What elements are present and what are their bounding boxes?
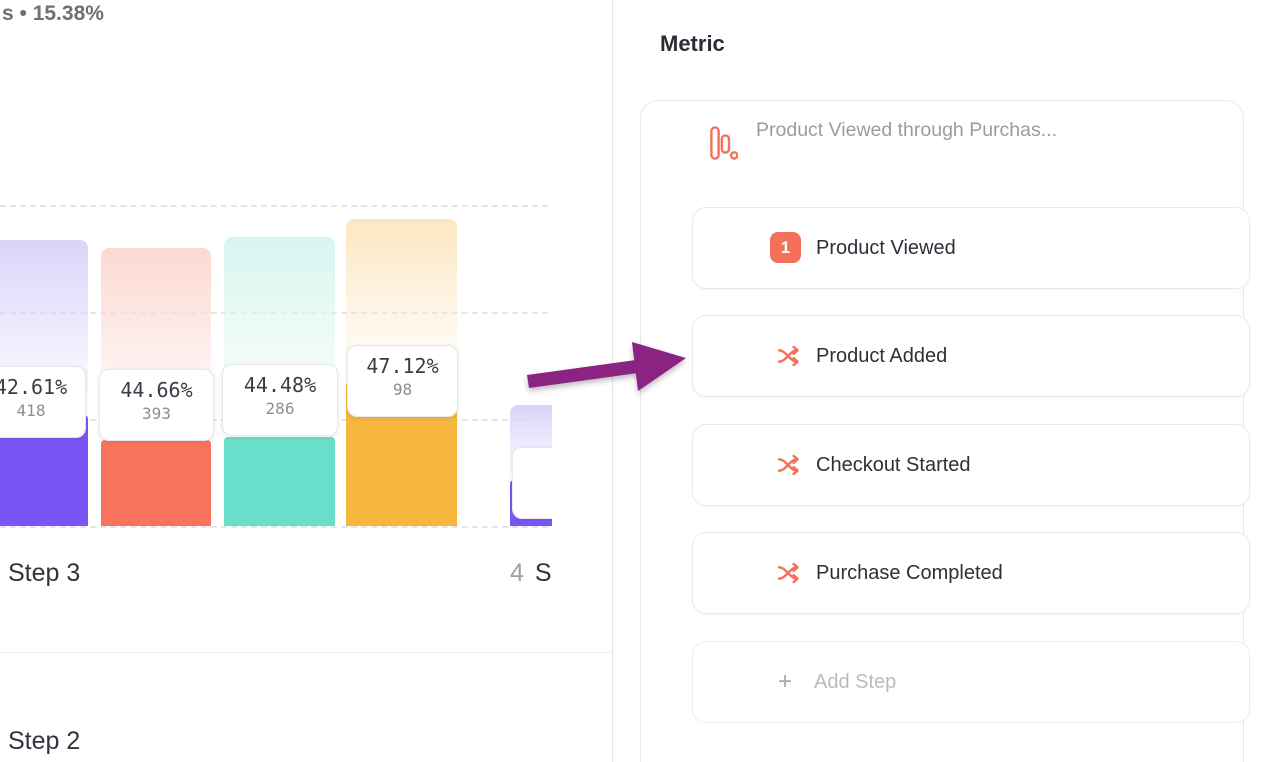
section-divider xyxy=(0,652,613,653)
bar-value-box: 37 xyxy=(512,447,552,519)
shuffle-icon xyxy=(777,345,799,367)
step-label: Purchase Completed xyxy=(816,561,1003,584)
conversion-count: 393 xyxy=(142,404,171,423)
step-card-product-added[interactable]: Product Added xyxy=(692,315,1250,397)
step-number-badge: 1 xyxy=(770,232,801,263)
conversion-count: 418 xyxy=(16,401,46,420)
next-section-label-step2: Step 2 xyxy=(8,727,81,755)
metric-panel-title: Metric xyxy=(660,31,725,56)
gridline xyxy=(0,205,548,207)
conversion-percent: 47.12% xyxy=(366,354,439,378)
step-label: Product Added xyxy=(816,344,948,367)
shuffle-icon xyxy=(777,454,799,476)
metric-card: Product Viewed through Purchas... 1 Prod… xyxy=(640,100,1250,762)
bar-converted-area xyxy=(224,437,335,526)
funnel-metric-icon xyxy=(710,126,738,160)
conversion-percent: 44.48% xyxy=(243,373,317,397)
step4-name: Step 4 xyxy=(534,559,552,587)
conversion-percent: 44.66% xyxy=(120,378,193,402)
step-card-product-viewed[interactable]: 1 Product Viewed xyxy=(692,207,1250,289)
step4-number: 4 xyxy=(510,559,524,587)
conversion-count: 286 xyxy=(265,399,295,418)
shuffle-icon xyxy=(777,562,799,584)
metric-card-header[interactable]: Product Viewed through Purchas... xyxy=(641,101,1243,163)
conversion-count: 98 xyxy=(392,380,413,399)
step-label: Product Viewed xyxy=(816,236,956,259)
x-axis-label-step3: Step 3 xyxy=(8,559,81,587)
bar-converted-area xyxy=(101,440,211,526)
plus-icon: + xyxy=(778,668,793,695)
bar-value-box: 44.66% 393 xyxy=(99,369,214,441)
annotation-arrow xyxy=(527,342,686,391)
step-card-purchase-completed[interactable]: Purchase Completed xyxy=(692,532,1250,614)
gridline xyxy=(0,526,548,528)
step-label: Checkout Started xyxy=(816,453,971,476)
panel-divider xyxy=(612,0,613,762)
metric-panel: Metric Product Viewed through Purchas...… xyxy=(613,0,1264,762)
step-card-checkout-started[interactable]: Checkout Started xyxy=(692,424,1250,506)
bar-value-box: 42.61% 418 xyxy=(0,366,86,438)
conversion-summary-partial-text: s • 15.38% xyxy=(2,2,104,25)
bar-value-box: 47.12% 98 xyxy=(347,345,458,417)
conversion-percent: 42.61% xyxy=(0,375,68,399)
add-step-button[interactable]: + Add Step xyxy=(692,641,1250,723)
metric-name: Product Viewed through Purchas... xyxy=(756,119,1057,141)
x-axis-label-step4: 4 Step 4 xyxy=(510,559,552,588)
add-step-label: Add Step xyxy=(814,670,897,693)
funnel-chart-area: s • 15.38% 42.61% 418 44.66% 393 44.48% 286 47… xyxy=(0,0,613,762)
conversion-percent: 37 xyxy=(513,456,552,480)
bar-value-box: 44.48% 286 xyxy=(222,364,338,436)
